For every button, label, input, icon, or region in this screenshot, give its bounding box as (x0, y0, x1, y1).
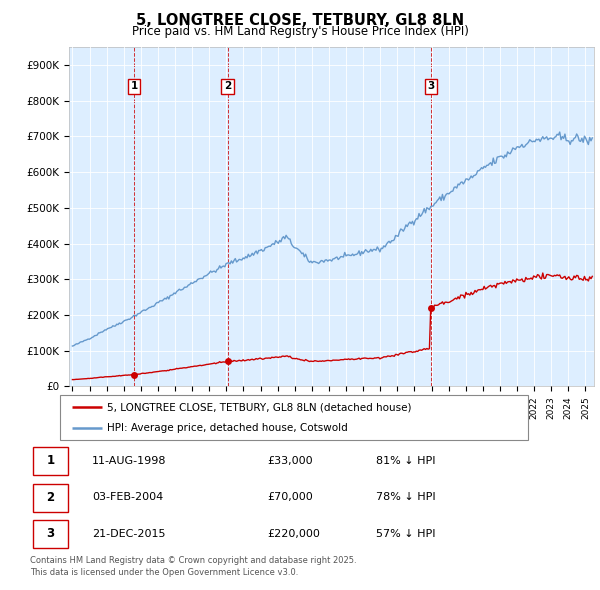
Text: 3: 3 (46, 527, 55, 540)
Text: 3: 3 (427, 81, 434, 91)
Text: £33,000: £33,000 (268, 456, 313, 466)
FancyBboxPatch shape (33, 447, 68, 475)
Text: £70,000: £70,000 (268, 493, 313, 502)
Text: 1: 1 (46, 454, 55, 467)
Text: 5, LONGTREE CLOSE, TETBURY, GL8 8LN: 5, LONGTREE CLOSE, TETBURY, GL8 8LN (136, 13, 464, 28)
Text: 78% ↓ HPI: 78% ↓ HPI (376, 493, 435, 502)
FancyBboxPatch shape (33, 520, 68, 548)
Text: 1: 1 (130, 81, 137, 91)
Text: 03-FEB-2004: 03-FEB-2004 (92, 493, 163, 502)
Text: Contains HM Land Registry data © Crown copyright and database right 2025.
This d: Contains HM Land Registry data © Crown c… (30, 556, 356, 576)
Text: £220,000: £220,000 (268, 529, 320, 539)
Text: 2: 2 (46, 491, 55, 504)
Text: 57% ↓ HPI: 57% ↓ HPI (376, 529, 435, 539)
Text: Price paid vs. HM Land Registry's House Price Index (HPI): Price paid vs. HM Land Registry's House … (131, 25, 469, 38)
Text: 81% ↓ HPI: 81% ↓ HPI (376, 456, 435, 466)
Text: 2: 2 (224, 81, 232, 91)
Text: 5, LONGTREE CLOSE, TETBURY, GL8 8LN (detached house): 5, LONGTREE CLOSE, TETBURY, GL8 8LN (det… (107, 402, 412, 412)
Text: 11-AUG-1998: 11-AUG-1998 (92, 456, 167, 466)
Text: 21-DEC-2015: 21-DEC-2015 (92, 529, 166, 539)
FancyBboxPatch shape (33, 484, 68, 512)
Text: HPI: Average price, detached house, Cotswold: HPI: Average price, detached house, Cots… (107, 422, 347, 432)
FancyBboxPatch shape (60, 395, 528, 440)
